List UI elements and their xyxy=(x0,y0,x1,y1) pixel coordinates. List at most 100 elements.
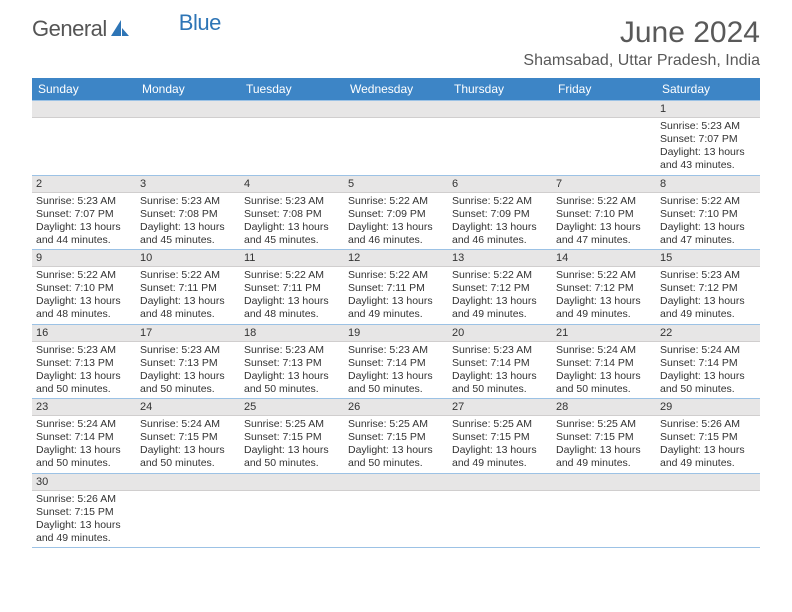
day-number: 16 xyxy=(32,325,136,342)
day-body: Sunrise: 5:23 AMSunset: 7:07 PMDaylight:… xyxy=(32,193,136,250)
day-number-empty xyxy=(656,474,760,491)
sunset-line: Sunset: 7:07 PM xyxy=(660,133,756,146)
daylight-line: Daylight: 13 hours and 49 minutes. xyxy=(660,295,756,321)
sunset-line: Sunset: 7:15 PM xyxy=(556,431,652,444)
day-body: Sunrise: 5:23 AMSunset: 7:07 PMDaylight:… xyxy=(656,118,760,175)
calendar-day-cell: 5Sunrise: 5:22 AMSunset: 7:09 PMDaylight… xyxy=(344,175,448,250)
sunrise-line: Sunrise: 5:22 AM xyxy=(452,195,548,208)
daylight-line: Daylight: 13 hours and 47 minutes. xyxy=(660,221,756,247)
day-number: 8 xyxy=(656,176,760,193)
sunset-line: Sunset: 7:15 PM xyxy=(36,506,132,519)
day-body: Sunrise: 5:23 AMSunset: 7:12 PMDaylight:… xyxy=(656,267,760,324)
calendar-day-cell xyxy=(656,473,760,548)
calendar-day-cell: 21Sunrise: 5:24 AMSunset: 7:14 PMDayligh… xyxy=(552,324,656,399)
sunrise-line: Sunrise: 5:22 AM xyxy=(348,269,444,282)
month-title: June 2024 xyxy=(523,16,760,50)
day-body: Sunrise: 5:25 AMSunset: 7:15 PMDaylight:… xyxy=(552,416,656,473)
calendar-body: 1Sunrise: 5:23 AMSunset: 7:07 PMDaylight… xyxy=(32,101,760,548)
calendar-day-cell: 12Sunrise: 5:22 AMSunset: 7:11 PMDayligh… xyxy=(344,250,448,325)
calendar-day-cell: 3Sunrise: 5:23 AMSunset: 7:08 PMDaylight… xyxy=(136,175,240,250)
day-number: 3 xyxy=(136,176,240,193)
weekday-header: Monday xyxy=(136,78,240,101)
daylight-line: Daylight: 13 hours and 46 minutes. xyxy=(348,221,444,247)
calendar-day-cell: 10Sunrise: 5:22 AMSunset: 7:11 PMDayligh… xyxy=(136,250,240,325)
sunset-line: Sunset: 7:07 PM xyxy=(36,208,132,221)
sunset-line: Sunset: 7:09 PM xyxy=(452,208,548,221)
sunset-line: Sunset: 7:10 PM xyxy=(660,208,756,221)
calendar-day-cell xyxy=(448,101,552,176)
weekday-header: Wednesday xyxy=(344,78,448,101)
day-number-empty xyxy=(344,474,448,491)
day-number: 20 xyxy=(448,325,552,342)
day-body-empty xyxy=(448,118,552,122)
day-number: 1 xyxy=(656,101,760,118)
day-number: 21 xyxy=(552,325,656,342)
daylight-line: Daylight: 13 hours and 50 minutes. xyxy=(660,370,756,396)
sunset-line: Sunset: 7:13 PM xyxy=(36,357,132,370)
day-number: 14 xyxy=(552,250,656,267)
sunrise-line: Sunrise: 5:25 AM xyxy=(244,418,340,431)
day-body: Sunrise: 5:25 AMSunset: 7:15 PMDaylight:… xyxy=(448,416,552,473)
day-number: 22 xyxy=(656,325,760,342)
calendar-header-row: SundayMondayTuesdayWednesdayThursdayFrid… xyxy=(32,78,760,101)
day-body: Sunrise: 5:22 AMSunset: 7:10 PMDaylight:… xyxy=(552,193,656,250)
calendar-table: SundayMondayTuesdayWednesdayThursdayFrid… xyxy=(32,78,760,548)
calendar-day-cell: 30Sunrise: 5:26 AMSunset: 7:15 PMDayligh… xyxy=(32,473,136,548)
day-number: 18 xyxy=(240,325,344,342)
sunrise-line: Sunrise: 5:22 AM xyxy=(244,269,340,282)
calendar-day-cell xyxy=(136,473,240,548)
sunset-line: Sunset: 7:15 PM xyxy=(660,431,756,444)
sunrise-line: Sunrise: 5:24 AM xyxy=(140,418,236,431)
sunset-line: Sunset: 7:14 PM xyxy=(36,431,132,444)
sunrise-line: Sunrise: 5:23 AM xyxy=(244,344,340,357)
calendar-day-cell xyxy=(32,101,136,176)
day-number: 27 xyxy=(448,399,552,416)
sunrise-line: Sunrise: 5:26 AM xyxy=(36,493,132,506)
day-number-empty xyxy=(240,101,344,118)
calendar-week-row: 2Sunrise: 5:23 AMSunset: 7:07 PMDaylight… xyxy=(32,175,760,250)
daylight-line: Daylight: 13 hours and 45 minutes. xyxy=(140,221,236,247)
sunrise-line: Sunrise: 5:25 AM xyxy=(556,418,652,431)
sunset-line: Sunset: 7:13 PM xyxy=(244,357,340,370)
calendar-day-cell: 15Sunrise: 5:23 AMSunset: 7:12 PMDayligh… xyxy=(656,250,760,325)
calendar-day-cell xyxy=(552,101,656,176)
calendar-day-cell: 16Sunrise: 5:23 AMSunset: 7:13 PMDayligh… xyxy=(32,324,136,399)
sunrise-line: Sunrise: 5:23 AM xyxy=(244,195,340,208)
calendar-day-cell: 26Sunrise: 5:25 AMSunset: 7:15 PMDayligh… xyxy=(344,399,448,474)
daylight-line: Daylight: 13 hours and 48 minutes. xyxy=(140,295,236,321)
sunset-line: Sunset: 7:14 PM xyxy=(452,357,548,370)
day-body: Sunrise: 5:22 AMSunset: 7:11 PMDaylight:… xyxy=(136,267,240,324)
day-body-empty xyxy=(136,118,240,122)
calendar-day-cell: 18Sunrise: 5:23 AMSunset: 7:13 PMDayligh… xyxy=(240,324,344,399)
sunrise-line: Sunrise: 5:24 AM xyxy=(36,418,132,431)
sunset-line: Sunset: 7:09 PM xyxy=(348,208,444,221)
calendar-day-cell: 27Sunrise: 5:25 AMSunset: 7:15 PMDayligh… xyxy=(448,399,552,474)
calendar-day-cell xyxy=(240,473,344,548)
sunset-line: Sunset: 7:15 PM xyxy=(348,431,444,444)
daylight-line: Daylight: 13 hours and 49 minutes. xyxy=(660,444,756,470)
day-number-empty xyxy=(136,101,240,118)
day-number: 10 xyxy=(136,250,240,267)
daylight-line: Daylight: 13 hours and 49 minutes. xyxy=(452,444,548,470)
sunset-line: Sunset: 7:11 PM xyxy=(140,282,236,295)
day-number: 2 xyxy=(32,176,136,193)
day-number: 4 xyxy=(240,176,344,193)
calendar-day-cell xyxy=(136,101,240,176)
sunrise-line: Sunrise: 5:22 AM xyxy=(452,269,548,282)
sunset-line: Sunset: 7:13 PM xyxy=(140,357,236,370)
daylight-line: Daylight: 13 hours and 43 minutes. xyxy=(660,146,756,172)
logo-text-blue: Blue xyxy=(179,10,221,36)
day-body-empty xyxy=(240,491,344,495)
day-number: 12 xyxy=(344,250,448,267)
calendar-day-cell: 2Sunrise: 5:23 AMSunset: 7:07 PMDaylight… xyxy=(32,175,136,250)
day-body: Sunrise: 5:23 AMSunset: 7:13 PMDaylight:… xyxy=(32,342,136,399)
day-number: 29 xyxy=(656,399,760,416)
daylight-line: Daylight: 13 hours and 50 minutes. xyxy=(140,370,236,396)
day-number: 5 xyxy=(344,176,448,193)
day-body: Sunrise: 5:26 AMSunset: 7:15 PMDaylight:… xyxy=(656,416,760,473)
sunset-line: Sunset: 7:10 PM xyxy=(556,208,652,221)
day-body: Sunrise: 5:22 AMSunset: 7:09 PMDaylight:… xyxy=(344,193,448,250)
day-body: Sunrise: 5:22 AMSunset: 7:10 PMDaylight:… xyxy=(656,193,760,250)
calendar-day-cell: 29Sunrise: 5:26 AMSunset: 7:15 PMDayligh… xyxy=(656,399,760,474)
day-body-empty xyxy=(344,118,448,122)
